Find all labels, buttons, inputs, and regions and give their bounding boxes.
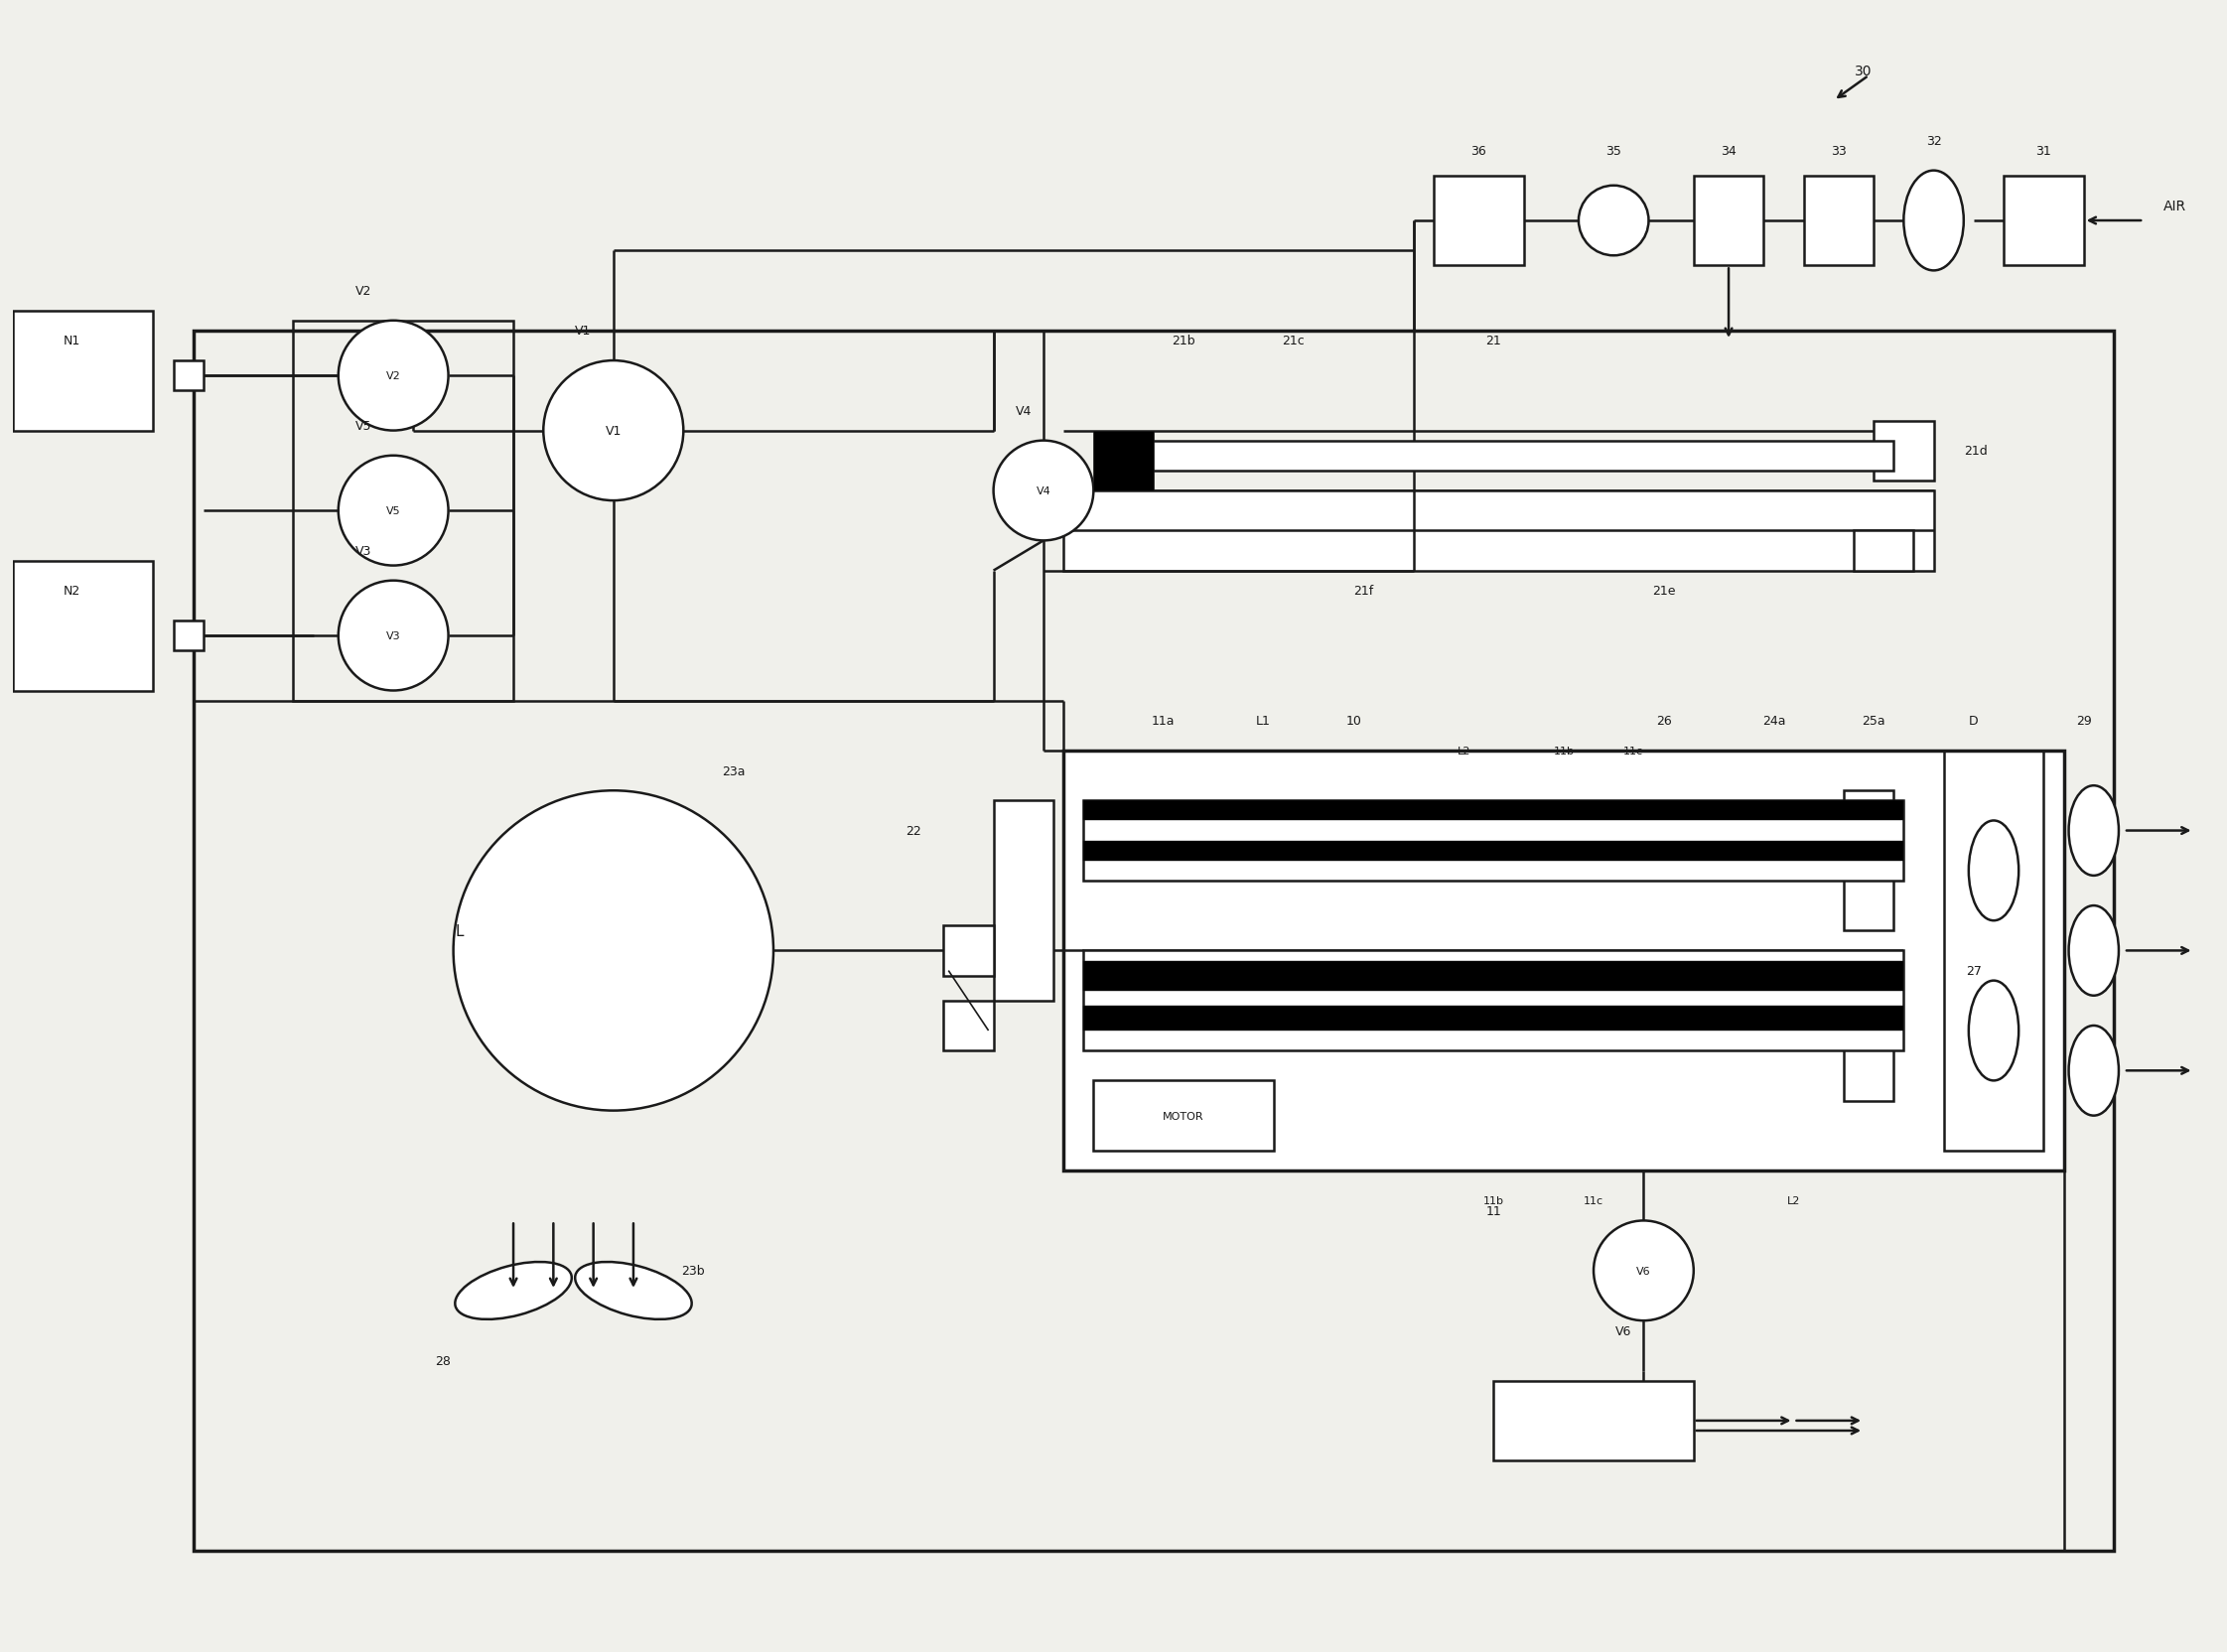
Text: 10: 10 xyxy=(1345,715,1361,727)
Text: V6: V6 xyxy=(1637,1265,1650,1275)
Bar xyxy=(1085,961,1904,991)
Bar xyxy=(1085,801,1904,821)
Text: 31: 31 xyxy=(2035,145,2051,157)
Bar xyxy=(1085,801,1904,881)
Text: V2: V2 xyxy=(385,372,401,382)
Text: 11b: 11b xyxy=(1552,747,1574,757)
Bar xyxy=(13,311,154,431)
Bar xyxy=(1804,177,1873,266)
Bar xyxy=(1494,1381,1693,1460)
Bar xyxy=(1434,177,1523,266)
Text: MOTOR: MOTOR xyxy=(1162,1110,1205,1120)
Text: 22: 22 xyxy=(906,824,922,838)
Bar xyxy=(1944,752,2044,1151)
Circle shape xyxy=(339,582,448,691)
Text: 11c: 11c xyxy=(1583,1196,1603,1206)
Text: 11a: 11a xyxy=(1151,715,1176,727)
Text: V2: V2 xyxy=(354,284,372,297)
Bar xyxy=(1085,841,1904,861)
Text: 28: 28 xyxy=(436,1355,452,1368)
Ellipse shape xyxy=(1904,172,1964,271)
Bar xyxy=(1065,752,2064,1171)
Text: 21c: 21c xyxy=(1283,335,1305,347)
Text: 23b: 23b xyxy=(681,1264,706,1277)
Text: V5: V5 xyxy=(385,506,401,515)
Bar xyxy=(1065,491,1933,572)
Bar xyxy=(174,621,203,651)
Circle shape xyxy=(1595,1221,1693,1320)
Bar xyxy=(194,332,2113,1551)
Bar xyxy=(1093,1080,1274,1151)
Text: V3: V3 xyxy=(385,631,401,641)
Text: 29: 29 xyxy=(2076,715,2091,727)
Bar xyxy=(2004,177,2084,266)
Text: 35: 35 xyxy=(1606,145,1621,157)
Bar xyxy=(993,801,1053,1001)
Circle shape xyxy=(543,362,684,501)
Text: 21b: 21b xyxy=(1171,335,1196,347)
Text: 25a: 25a xyxy=(1862,715,1886,727)
Text: N2: N2 xyxy=(62,585,80,598)
Bar xyxy=(1693,177,1764,266)
Text: L2: L2 xyxy=(1456,747,1470,757)
Bar xyxy=(174,362,203,392)
Text: 27: 27 xyxy=(1966,965,1982,978)
Ellipse shape xyxy=(454,1262,572,1320)
Text: 34: 34 xyxy=(1721,145,1737,157)
Text: V3: V3 xyxy=(354,545,372,558)
Text: 23a: 23a xyxy=(722,765,746,778)
Ellipse shape xyxy=(1969,821,2018,920)
Bar xyxy=(294,320,514,700)
Text: 24a: 24a xyxy=(1762,715,1786,727)
Ellipse shape xyxy=(2069,1026,2118,1115)
Bar xyxy=(944,1001,993,1051)
Text: 21d: 21d xyxy=(1964,444,1986,458)
Text: L1: L1 xyxy=(1256,715,1272,727)
Text: AIR: AIR xyxy=(2165,200,2187,213)
Text: L: L xyxy=(454,923,463,938)
Bar xyxy=(1853,532,1913,572)
Ellipse shape xyxy=(2069,905,2118,996)
Text: 33: 33 xyxy=(1831,145,1846,157)
Circle shape xyxy=(454,791,773,1110)
Bar xyxy=(1844,961,1893,1100)
Text: 30: 30 xyxy=(1855,64,1873,78)
Text: V4: V4 xyxy=(1036,486,1051,496)
Text: N1: N1 xyxy=(62,335,80,347)
Ellipse shape xyxy=(1969,981,2018,1080)
Circle shape xyxy=(339,320,448,431)
Bar xyxy=(1844,791,1893,932)
Bar xyxy=(1873,421,1933,481)
Circle shape xyxy=(339,456,448,567)
Bar xyxy=(13,562,154,691)
Circle shape xyxy=(1579,187,1648,256)
Text: 11c: 11c xyxy=(1623,747,1644,757)
Text: 26: 26 xyxy=(1657,715,1672,727)
Text: 21e: 21e xyxy=(1652,585,1675,598)
Text: 36: 36 xyxy=(1470,145,1485,157)
Text: 32: 32 xyxy=(1926,135,1942,147)
Ellipse shape xyxy=(575,1262,693,1320)
Circle shape xyxy=(993,441,1093,542)
Text: 21f: 21f xyxy=(1354,585,1374,598)
Text: V1: V1 xyxy=(606,425,621,438)
Text: 11: 11 xyxy=(1485,1204,1501,1218)
Text: L2: L2 xyxy=(1786,1196,1799,1206)
Text: V5: V5 xyxy=(354,420,372,433)
Text: V4: V4 xyxy=(1016,405,1031,418)
Text: D: D xyxy=(1969,715,1978,727)
Bar xyxy=(1085,952,1904,1051)
Ellipse shape xyxy=(2069,786,2118,876)
Text: 11b: 11b xyxy=(1483,1196,1503,1206)
Bar xyxy=(1093,431,1154,491)
Bar xyxy=(944,927,993,976)
Text: V6: V6 xyxy=(1615,1325,1632,1336)
Text: V1: V1 xyxy=(575,325,592,337)
Bar xyxy=(1085,1006,1904,1031)
Bar xyxy=(1142,441,1893,471)
Text: 21: 21 xyxy=(1485,335,1501,347)
